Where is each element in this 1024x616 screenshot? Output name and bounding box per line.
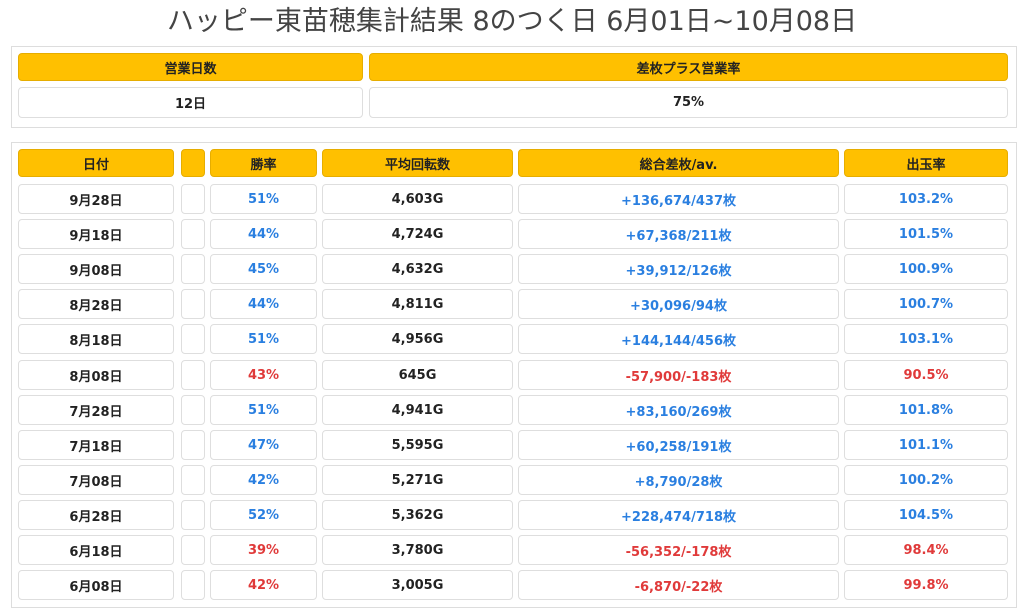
- cell-blank: [181, 324, 205, 354]
- cell-blank: [181, 219, 205, 249]
- cell-payout: 90.5%: [844, 360, 1008, 390]
- cell-blank: [181, 360, 205, 390]
- summary-value-business-days: 12日: [18, 87, 363, 118]
- cell-win-rate: 42%: [210, 465, 317, 495]
- cell-win-rate: 39%: [210, 535, 317, 565]
- cell-date: 9月18日: [18, 219, 174, 249]
- cell-date: 9月08日: [18, 254, 174, 284]
- cell-payout: 100.9%: [844, 254, 1008, 284]
- cell-date: 6月18日: [18, 535, 174, 565]
- cell-win-rate: 42%: [210, 570, 317, 600]
- cell-payout: 100.2%: [844, 465, 1008, 495]
- cell-total-diff: -56,352/-178枚: [518, 535, 839, 565]
- cell-avg-spins: 4,632G: [322, 254, 513, 284]
- cell-payout: 98.4%: [844, 535, 1008, 565]
- cell-avg-spins: 5,362G: [322, 500, 513, 530]
- col-header-date: 日付: [18, 149, 174, 177]
- cell-win-rate: 51%: [210, 324, 317, 354]
- cell-win-rate: 47%: [210, 430, 317, 460]
- cell-avg-spins: 5,595G: [322, 430, 513, 460]
- cell-total-diff: +60,258/191枚: [518, 430, 839, 460]
- cell-blank: [181, 254, 205, 284]
- cell-date: 7月18日: [18, 430, 174, 460]
- cell-payout: 101.8%: [844, 395, 1008, 425]
- cell-avg-spins: 4,941G: [322, 395, 513, 425]
- cell-avg-spins: 4,724G: [322, 219, 513, 249]
- cell-date: 6月08日: [18, 570, 174, 600]
- cell-avg-spins: 3,005G: [322, 570, 513, 600]
- cell-payout: 101.1%: [844, 430, 1008, 460]
- col-header-avg-spins: 平均回転数: [322, 149, 513, 177]
- cell-date: 6月28日: [18, 500, 174, 530]
- cell-win-rate: 51%: [210, 395, 317, 425]
- page-title: ハッピー東苗穂集計結果 8のつく日 6月01日~10月08日: [166, 6, 858, 37]
- cell-win-rate: 45%: [210, 254, 317, 284]
- col-header-blank: [181, 149, 205, 177]
- cell-win-rate: 52%: [210, 500, 317, 530]
- cell-blank: [181, 500, 205, 530]
- cell-date: 8月28日: [18, 289, 174, 319]
- cell-payout: 103.1%: [844, 324, 1008, 354]
- cell-avg-spins: 645G: [322, 360, 513, 390]
- cell-payout: 104.5%: [844, 500, 1008, 530]
- cell-blank: [181, 570, 205, 600]
- cell-payout: 99.8%: [844, 570, 1008, 600]
- cell-win-rate: 51%: [210, 184, 317, 214]
- cell-date: 8月18日: [18, 324, 174, 354]
- cell-blank: [181, 465, 205, 495]
- cell-avg-spins: 4,603G: [322, 184, 513, 214]
- cell-date: 7月28日: [18, 395, 174, 425]
- cell-payout: 100.7%: [844, 289, 1008, 319]
- cell-blank: [181, 430, 205, 460]
- cell-payout: 103.2%: [844, 184, 1008, 214]
- cell-total-diff: -6,870/-22枚: [518, 570, 839, 600]
- cell-total-diff: +39,912/126枚: [518, 254, 839, 284]
- cell-blank: [181, 184, 205, 214]
- cell-total-diff: +144,144/456枚: [518, 324, 839, 354]
- cell-avg-spins: 4,956G: [322, 324, 513, 354]
- cell-blank: [181, 535, 205, 565]
- cell-total-diff: +67,368/211枚: [518, 219, 839, 249]
- cell-payout: 101.5%: [844, 219, 1008, 249]
- cell-total-diff: +83,160/269枚: [518, 395, 839, 425]
- cell-total-diff: +30,096/94枚: [518, 289, 839, 319]
- summary-value-plus-rate: 75%: [369, 87, 1008, 118]
- cell-avg-spins: 4,811G: [322, 289, 513, 319]
- summary-panel: 営業日数 差枚プラス営業率 12日 75%: [11, 46, 1017, 128]
- cell-total-diff: +228,474/718枚: [518, 500, 839, 530]
- results-table: 日付 勝率 平均回転数 総合差枚/av. 出玉率 9月28日 51% 4,603G +…: [11, 142, 1017, 608]
- cell-date: 8月08日: [18, 360, 174, 390]
- cell-avg-spins: 5,271G: [322, 465, 513, 495]
- cell-win-rate: 43%: [210, 360, 317, 390]
- cell-avg-spins: 3,780G: [322, 535, 513, 565]
- cell-win-rate: 44%: [210, 289, 317, 319]
- cell-win-rate: 44%: [210, 219, 317, 249]
- cell-total-diff: +8,790/28枚: [518, 465, 839, 495]
- summary-header-business-days: 営業日数: [18, 53, 363, 81]
- cell-date: 9月28日: [18, 184, 174, 214]
- summary-header-plus-rate: 差枚プラス営業率: [369, 53, 1008, 81]
- col-header-win-rate: 勝率: [210, 149, 317, 177]
- cell-total-diff: -57,900/-183枚: [518, 360, 839, 390]
- cell-date: 7月08日: [18, 465, 174, 495]
- cell-blank: [181, 289, 205, 319]
- col-header-total-diff: 総合差枚/av.: [518, 149, 839, 177]
- cell-total-diff: +136,674/437枚: [518, 184, 839, 214]
- cell-blank: [181, 395, 205, 425]
- col-header-payout: 出玉率: [844, 149, 1008, 177]
